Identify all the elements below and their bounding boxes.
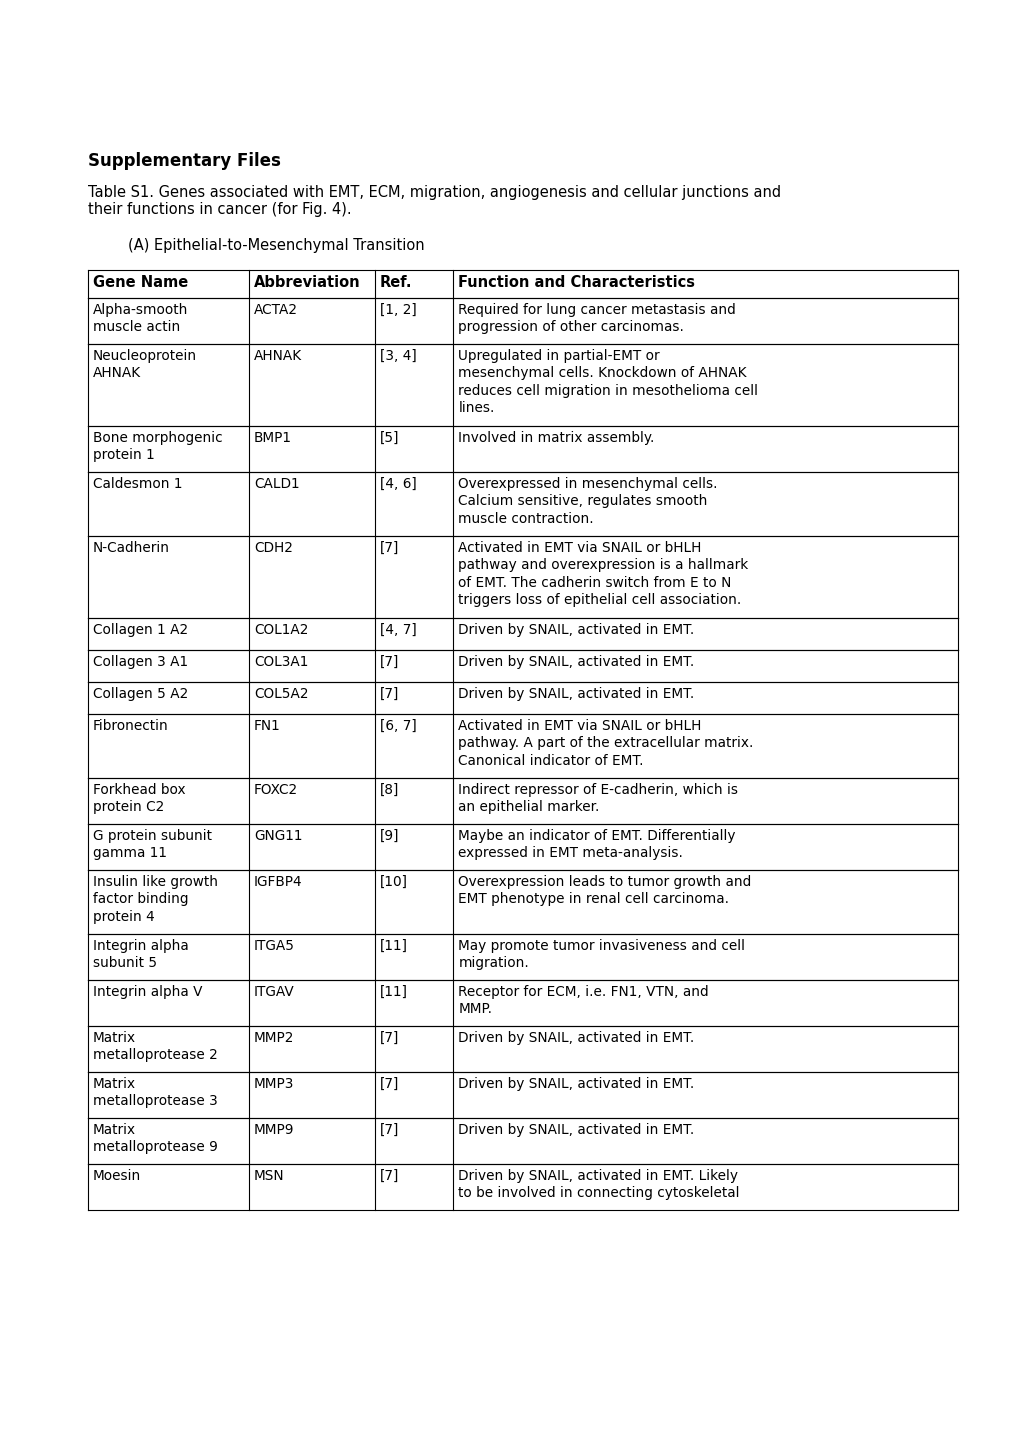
Text: ITGA5: ITGA5 [254,939,294,953]
Text: [4, 6]: [4, 6] [380,477,417,490]
Text: G protein subunit
gamma 11: G protein subunit gamma 11 [93,829,212,861]
Text: Collagen 1 A2: Collagen 1 A2 [93,623,187,637]
Text: Moesin: Moesin [93,1169,141,1182]
Text: [11]: [11] [380,939,408,953]
Text: [7]: [7] [380,1123,399,1136]
Text: ITGAV: ITGAV [254,985,294,999]
Text: GNG11: GNG11 [254,829,303,844]
Text: Indirect repressor of E-cadherin, which is
an epithelial marker.: Indirect repressor of E-cadherin, which … [458,783,738,815]
Text: Forkhead box
protein C2: Forkhead box protein C2 [93,783,185,815]
Text: Table S1. Genes associated with EMT, ECM, migration, angiogenesis and cellular j: Table S1. Genes associated with EMT, ECM… [88,185,781,218]
Text: [7]: [7] [380,1077,399,1092]
Text: [10]: [10] [380,875,408,890]
Text: COL5A2: COL5A2 [254,686,308,701]
Text: BMP1: BMP1 [254,431,291,446]
Text: [7]: [7] [380,1169,399,1182]
Text: COL1A2: COL1A2 [254,623,308,637]
Text: MMP9: MMP9 [254,1123,294,1136]
Text: FN1: FN1 [254,720,280,733]
Text: Overexpressed in mesenchymal cells.
Calcium sensitive, regulates smooth
muscle c: Overexpressed in mesenchymal cells. Calc… [458,477,717,525]
Text: Integrin alpha
subunit 5: Integrin alpha subunit 5 [93,939,189,970]
Text: AHNAK: AHNAK [254,349,302,363]
Text: FOXC2: FOXC2 [254,783,298,797]
Text: (A) Epithelial-to-Mesenchymal Transition: (A) Epithelial-to-Mesenchymal Transition [127,238,424,252]
Text: Overexpression leads to tumor growth and
EMT phenotype in renal cell carcinoma.: Overexpression leads to tumor growth and… [458,875,751,907]
Text: Matrix
metalloprotease 3: Matrix metalloprotease 3 [93,1077,217,1109]
Text: Abbreviation: Abbreviation [254,275,361,290]
Text: Activated in EMT via SNAIL or bHLH
pathway. A part of the extracellular matrix.
: Activated in EMT via SNAIL or bHLH pathw… [458,720,753,767]
Text: [7]: [7] [380,541,399,555]
Text: Ref.: Ref. [380,275,413,290]
Text: Integrin alpha V: Integrin alpha V [93,985,203,999]
Text: [6, 7]: [6, 7] [380,720,417,733]
Text: [5]: [5] [380,431,399,446]
Text: Upregulated in partial-EMT or
mesenchymal cells. Knockdown of AHNAK
reduces cell: Upregulated in partial-EMT or mesenchyma… [458,349,758,415]
Text: Matrix
metalloprotease 2: Matrix metalloprotease 2 [93,1031,217,1063]
Text: Alpha-smooth
muscle actin: Alpha-smooth muscle actin [93,303,189,335]
Text: Driven by SNAIL, activated in EMT.: Driven by SNAIL, activated in EMT. [458,1077,694,1092]
Text: CDH2: CDH2 [254,541,292,555]
Text: Receptor for ECM, i.e. FN1, VTN, and
MMP.: Receptor for ECM, i.e. FN1, VTN, and MMP… [458,985,708,1017]
Text: Neucleoprotein
AHNAK: Neucleoprotein AHNAK [93,349,197,381]
Text: Driven by SNAIL, activated in EMT.: Driven by SNAIL, activated in EMT. [458,623,694,637]
Text: Function and Characteristics: Function and Characteristics [458,275,695,290]
Text: Gene Name: Gene Name [93,275,189,290]
Text: COL3A1: COL3A1 [254,655,308,669]
Text: Collagen 3 A1: Collagen 3 A1 [93,655,187,669]
Text: [7]: [7] [380,686,399,701]
Text: Collagen 5 A2: Collagen 5 A2 [93,686,189,701]
Text: Activated in EMT via SNAIL or bHLH
pathway and overexpression is a hallmark
of E: Activated in EMT via SNAIL or bHLH pathw… [458,541,748,607]
Text: Caldesmon 1: Caldesmon 1 [93,477,182,490]
Text: CALD1: CALD1 [254,477,300,490]
Text: Supplementary Files: Supplementary Files [88,151,280,170]
Text: Driven by SNAIL, activated in EMT.: Driven by SNAIL, activated in EMT. [458,686,694,701]
Text: Driven by SNAIL, activated in EMT.: Driven by SNAIL, activated in EMT. [458,1031,694,1045]
Text: Driven by SNAIL, activated in EMT. Likely
to be involved in connecting cytoskele: Driven by SNAIL, activated in EMT. Likel… [458,1169,739,1200]
Text: Insulin like growth
factor binding
protein 4: Insulin like growth factor binding prote… [93,875,218,923]
Text: IGFBP4: IGFBP4 [254,875,303,890]
Text: [9]: [9] [380,829,399,844]
Text: [8]: [8] [380,783,399,797]
Text: [7]: [7] [380,655,399,669]
Text: MMP3: MMP3 [254,1077,294,1092]
Text: ACTA2: ACTA2 [254,303,298,317]
Text: Involved in matrix assembly.: Involved in matrix assembly. [458,431,654,446]
Text: [7]: [7] [380,1031,399,1045]
Text: Bone morphogenic
protein 1: Bone morphogenic protein 1 [93,431,222,463]
Text: [1, 2]: [1, 2] [380,303,417,317]
Text: Matrix
metalloprotease 9: Matrix metalloprotease 9 [93,1123,218,1154]
Text: Fibronectin: Fibronectin [93,720,168,733]
Text: May promote tumor invasiveness and cell
migration.: May promote tumor invasiveness and cell … [458,939,745,970]
Text: Maybe an indicator of EMT. Differentially
expressed in EMT meta-analysis.: Maybe an indicator of EMT. Differentiall… [458,829,735,861]
Text: [4, 7]: [4, 7] [380,623,417,637]
Text: [11]: [11] [380,985,408,999]
Text: Driven by SNAIL, activated in EMT.: Driven by SNAIL, activated in EMT. [458,655,694,669]
Text: Required for lung cancer metastasis and
progression of other carcinomas.: Required for lung cancer metastasis and … [458,303,736,335]
Text: N-Cadherin: N-Cadherin [93,541,170,555]
Text: [3, 4]: [3, 4] [380,349,417,363]
Text: Driven by SNAIL, activated in EMT.: Driven by SNAIL, activated in EMT. [458,1123,694,1136]
Text: MMP2: MMP2 [254,1031,294,1045]
Text: MSN: MSN [254,1169,284,1182]
